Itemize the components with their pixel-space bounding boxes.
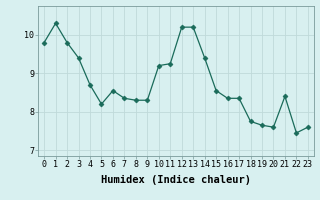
X-axis label: Humidex (Indice chaleur): Humidex (Indice chaleur): [101, 175, 251, 185]
